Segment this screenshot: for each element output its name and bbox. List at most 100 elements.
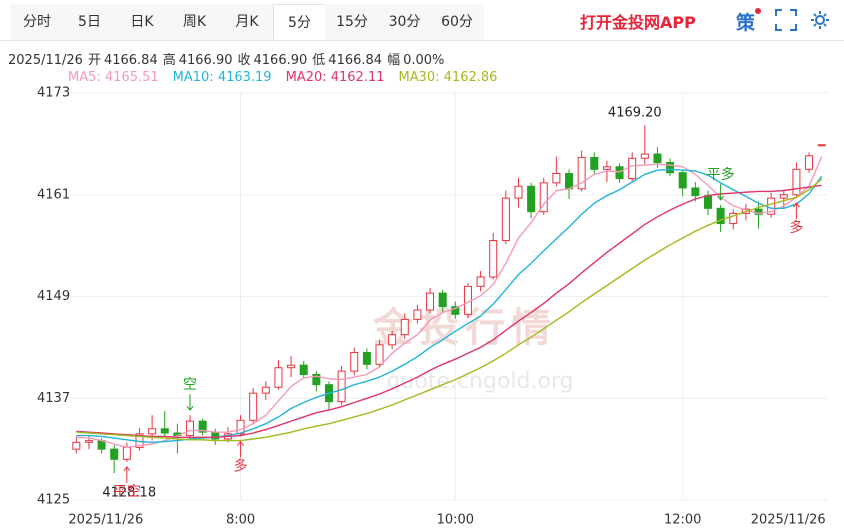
candle-body xyxy=(337,370,346,403)
y-tick-label: 4161 xyxy=(37,187,70,202)
info-value: 4166.84 xyxy=(103,53,158,68)
signal-label: 平多 xyxy=(707,166,735,183)
tab[interactable]: 15分 xyxy=(325,4,379,40)
tab[interactable]: 周K xyxy=(167,4,222,40)
candle-body xyxy=(729,212,738,225)
candle-body xyxy=(451,306,460,315)
candle-body xyxy=(779,194,788,199)
candle-body xyxy=(754,208,763,215)
candle-body xyxy=(350,351,359,372)
candle-body xyxy=(792,168,801,196)
info-label: 幅 xyxy=(387,53,401,68)
candle-body xyxy=(628,157,637,180)
extreme-label: 4128.18 xyxy=(102,486,156,501)
candle-body xyxy=(666,162,675,174)
signal: 多 xyxy=(234,440,248,474)
signal-arrow xyxy=(186,394,194,412)
strategy-icon[interactable]: 策 xyxy=(736,12,756,34)
ma-line xyxy=(76,184,822,438)
candle-body xyxy=(539,182,548,213)
x-tick-label: 10:00 xyxy=(437,513,474,528)
tab-bar: 打开金投网APP 策 分时 5日 日K 周K 月K 5分 15分 30分 60分 xyxy=(0,0,844,41)
tab[interactable]: 60分 xyxy=(430,4,484,40)
candle-body xyxy=(678,172,687,189)
candle-body xyxy=(261,386,270,394)
tab[interactable]: 5分 xyxy=(272,4,327,40)
legend-entry: MA5: 4165.51 xyxy=(68,70,159,85)
candle-body xyxy=(236,419,245,435)
candle-body xyxy=(110,448,119,460)
info-label: 开 xyxy=(87,53,101,68)
candle-body xyxy=(514,185,523,199)
candle-body xyxy=(602,166,611,170)
x-tick-label: 8:00 xyxy=(226,513,255,528)
candle-body xyxy=(362,351,371,365)
signal-label: 多 xyxy=(234,457,248,474)
ma-line xyxy=(76,168,823,444)
info-value: 4166.90 xyxy=(178,53,233,68)
candle-body xyxy=(375,344,384,365)
tab[interactable]: 日K xyxy=(115,4,169,40)
ma-line xyxy=(76,156,823,449)
tab[interactable]: 5日 xyxy=(62,4,117,40)
candle-body xyxy=(653,153,662,164)
tab[interactable]: 分时 xyxy=(10,4,64,40)
candle-body xyxy=(438,292,447,308)
candle-body xyxy=(805,155,814,170)
candle-body xyxy=(186,420,195,437)
candle-body xyxy=(552,173,561,184)
y-tick-label: 4173 xyxy=(37,86,70,101)
legend-entry: MA30: 4162.86 xyxy=(398,70,498,85)
info-label: 高 xyxy=(162,53,176,68)
candle-body xyxy=(577,156,586,190)
info-value: 4166.90 xyxy=(253,53,308,68)
signal: 平多 xyxy=(707,166,735,201)
candle-body xyxy=(489,240,498,278)
signal: 空 xyxy=(183,377,197,412)
info-label: 收 xyxy=(237,53,251,68)
candle-body xyxy=(274,367,283,388)
candle-body xyxy=(84,440,93,443)
candle-body xyxy=(476,276,485,287)
legend: MA5: 4165.51 MA10: 4163.19 MA20: 4162.11 MA… xyxy=(68,70,511,85)
app-link[interactable]: 打开金投网APP xyxy=(580,13,696,32)
y-tick-label: 4125 xyxy=(37,493,70,508)
candle-body xyxy=(299,364,308,376)
info-label: 低 xyxy=(312,53,326,68)
info-value: 0.00% xyxy=(403,53,445,68)
tab[interactable]: 30分 xyxy=(377,4,432,40)
signal: 多 xyxy=(789,202,803,236)
legend-entry: MA10: 4163.19 xyxy=(172,70,272,85)
signal-label: 空 xyxy=(183,377,197,393)
candle-body xyxy=(388,334,397,346)
candle-body xyxy=(527,185,536,213)
x-tick-label: 2025/11/26 xyxy=(68,513,143,528)
candle-body xyxy=(501,197,510,242)
x-tick-label: 12:00 xyxy=(664,513,701,528)
watermark: quote.cngold.org xyxy=(386,369,573,394)
y-tick-label: 4149 xyxy=(37,289,70,304)
candle-body xyxy=(640,153,649,159)
legend-entry: MA20: 4162.11 xyxy=(285,70,385,85)
candle-body xyxy=(590,156,599,170)
candle-body xyxy=(716,207,725,225)
candle-body xyxy=(413,309,422,320)
candle-body xyxy=(198,420,207,433)
extreme-label: 4169.20 xyxy=(608,106,662,121)
signal-label: 平空 xyxy=(113,484,141,500)
tab[interactable]: 月K xyxy=(220,4,274,40)
ma-line xyxy=(76,178,823,442)
signal-arrow xyxy=(123,466,131,483)
candle-body xyxy=(615,166,624,180)
candle-body xyxy=(72,441,81,450)
date: 2025/11/26 xyxy=(8,53,83,68)
candle-body xyxy=(817,144,826,147)
candle-body xyxy=(122,446,131,460)
y-tick-label: 4137 xyxy=(37,391,70,406)
candle-body xyxy=(312,374,321,386)
candle-body xyxy=(287,364,296,369)
candle-body xyxy=(249,392,258,421)
candle-body xyxy=(160,428,169,434)
